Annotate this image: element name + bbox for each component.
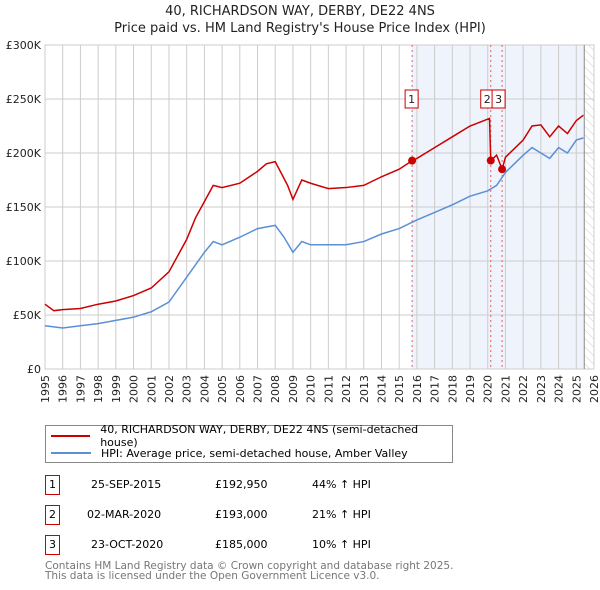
plot-frame <box>44 44 595 370</box>
legend-red-line <box>51 435 91 437</box>
sale-number-box: 1 <box>45 475 60 495</box>
x-tick-label: 2017 <box>429 375 442 403</box>
sale-price: £185,000 <box>215 538 268 551</box>
x-tick-label: 2023 <box>535 375 548 403</box>
x-tick-label: 2021 <box>499 375 512 403</box>
x-tick-label: 2014 <box>375 375 388 403</box>
legend: 40, RICHARDSON WAY, DERBY, DE22 4NS (sem… <box>45 423 453 463</box>
legend-blue-line <box>51 452 91 454</box>
sale-point <box>498 165 507 174</box>
x-tick-label: 2011 <box>322 375 335 403</box>
sale-label: 1 <box>408 93 415 106</box>
series-line <box>44 137 584 329</box>
x-tick-label: 2001 <box>145 375 158 403</box>
sale-price: £193,000 <box>215 508 268 521</box>
x-tick-label: 2018 <box>446 375 459 403</box>
x-tick-label: 1999 <box>110 375 123 403</box>
y-tick-label: £300K <box>6 39 42 52</box>
x-tick-label: 2015 <box>393 375 406 403</box>
sale-price: £192,950 <box>215 478 268 491</box>
sale-hpi-diff: 21% ↑ HPI <box>312 508 371 521</box>
sale-point <box>486 156 495 165</box>
x-tick-label: 2006 <box>234 375 247 403</box>
x-tick-label: 1995 <box>39 375 52 403</box>
y-tick-label: £250K <box>6 93 42 106</box>
sale-label: 2 <box>484 93 491 106</box>
x-tick-label: 2020 <box>482 375 495 403</box>
x-tick-label: 2012 <box>340 375 353 403</box>
sale-hpi-diff: 10% ↑ HPI <box>312 538 371 551</box>
sale-label-box <box>491 89 506 109</box>
y-tick-label: £100K <box>6 255 42 268</box>
x-tick-label: 1998 <box>92 375 105 403</box>
x-tick-label: 2000 <box>128 375 141 403</box>
x-tick-label: 2025 <box>570 375 583 403</box>
footer-line: This data is licensed under the Open Gov… <box>45 570 380 582</box>
sale-label-box <box>404 89 419 109</box>
legend-property: 40, RICHARDSON WAY, DERBY, DE22 4NS (sem… <box>100 423 419 449</box>
x-tick-label: 2009 <box>287 375 300 403</box>
y-tick-label: £50K <box>13 309 42 322</box>
sale-date: 25-SEP-2015 <box>91 478 162 491</box>
x-tick-label: 2003 <box>181 375 194 403</box>
chart-subtitle: Price paid vs. HM Land Registry's House … <box>114 21 486 36</box>
sale-row: 2 02-MAR-2020 £193,000 21% ↑ HPI <box>45 505 465 525</box>
footer-line: Contains HM Land Registry data © Crown c… <box>45 560 454 572</box>
y-tick-label: £0 <box>27 363 41 376</box>
x-tick-label: 2004 <box>198 375 211 403</box>
sale-date: 23-OCT-2020 <box>91 538 164 551</box>
legend-hpi: HPI: Average price, semi-detached house,… <box>101 446 408 460</box>
x-tick-label: 2002 <box>163 375 176 403</box>
y-tick-label: £150K <box>6 201 42 214</box>
footer: Contains HM Land Registry data © Crown c… <box>45 560 454 582</box>
series-line <box>44 114 584 312</box>
x-tick-label: 2026 <box>588 375 600 403</box>
x-tick-label: 2010 <box>305 375 318 403</box>
x-tick-label: 2024 <box>553 375 566 403</box>
x-tick-label: 2013 <box>358 375 371 403</box>
x-tick-label: 2022 <box>517 375 530 403</box>
sale-label: 3 <box>495 93 502 106</box>
sale-row: 3 23-OCT-2020 £185,000 10% ↑ HPI <box>45 535 465 555</box>
chart-title: 40, RICHARDSON WAY, DERBY, DE22 4NS <box>165 4 435 19</box>
sale-number-box: 2 <box>45 505 60 525</box>
sale-hpi-diff: 44% ↑ HPI <box>312 478 371 491</box>
sale-point <box>408 156 417 165</box>
x-tick-label: 2008 <box>269 375 282 403</box>
x-tick-label: 2016 <box>411 375 424 403</box>
sale-number-box: 3 <box>45 535 60 555</box>
x-tick-label: 2005 <box>216 375 229 403</box>
sale-date: 02-MAR-2020 <box>87 508 162 521</box>
sale-row: 1 25-SEP-2015 £192,950 44% ↑ HPI <box>45 475 465 495</box>
x-tick-label: 2019 <box>464 375 477 403</box>
y-tick-label: £200K <box>6 147 42 160</box>
x-tick-label: 1996 <box>57 375 70 403</box>
x-tick-label: 2007 <box>252 375 265 403</box>
price-chart: 1995 1996 1997 1998 1999 2000 2001 2002 2003 2004… <box>6 39 600 403</box>
x-tick-label: 1997 <box>74 375 87 403</box>
